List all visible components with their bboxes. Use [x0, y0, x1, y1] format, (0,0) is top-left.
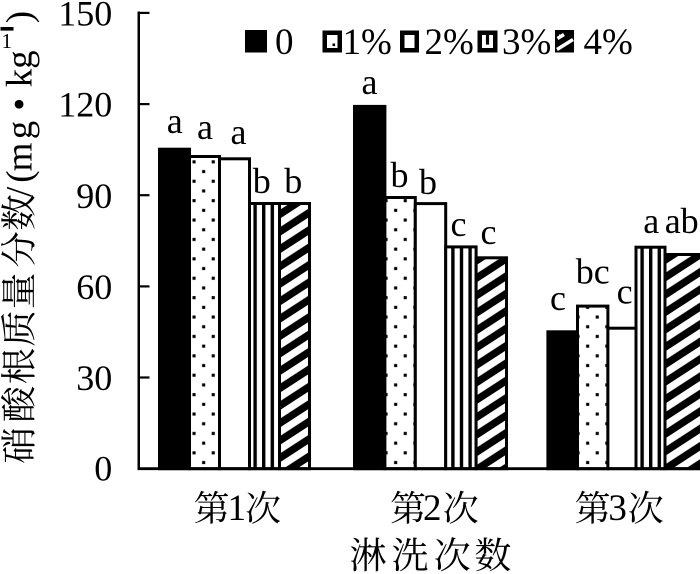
svg-text:2%: 2%	[425, 22, 474, 63]
svg-text:): )	[0, 11, 41, 23]
svg-text:•: •	[0, 98, 41, 111]
svg-text:a: a	[362, 62, 378, 102]
svg-text:1: 1	[1, 29, 12, 53]
svg-text:ab: ab	[665, 201, 699, 241]
svg-text:0: 0	[94, 449, 112, 489]
svg-text:(: (	[0, 170, 41, 182]
svg-text:b: b	[391, 155, 409, 195]
svg-text:30: 30	[76, 358, 112, 398]
svg-text:a: a	[197, 107, 213, 147]
svg-text:3: 3	[608, 488, 627, 529]
svg-text:0: 0	[275, 22, 294, 63]
svg-text:c: c	[451, 204, 467, 244]
svg-text:1: 1	[228, 488, 247, 529]
svg-text:b: b	[284, 161, 302, 201]
svg-text:60: 60	[76, 267, 112, 307]
svg-text:c: c	[481, 212, 497, 252]
svg-text:m: m	[0, 142, 41, 171]
svg-text:2: 2	[423, 488, 442, 529]
svg-text:3%: 3%	[502, 22, 551, 63]
svg-text:90: 90	[76, 176, 112, 216]
svg-text:g: g	[0, 121, 41, 140]
svg-text:/: /	[0, 186, 41, 197]
svg-text:4%: 4%	[584, 22, 633, 63]
svg-text:a: a	[167, 101, 183, 141]
svg-text:a: a	[231, 112, 247, 152]
svg-text:150: 150	[58, 0, 112, 34]
svg-text:g: g	[0, 50, 41, 69]
svg-text:c: c	[550, 278, 566, 318]
svg-text:120: 120	[58, 85, 112, 125]
svg-text:b: b	[253, 161, 271, 201]
svg-text:bc: bc	[576, 252, 610, 292]
svg-text:b: b	[419, 162, 437, 202]
svg-text:a: a	[643, 201, 659, 241]
svg-text:k: k	[0, 68, 41, 87]
svg-text:c: c	[617, 272, 633, 312]
svg-text:1%: 1%	[343, 22, 392, 63]
